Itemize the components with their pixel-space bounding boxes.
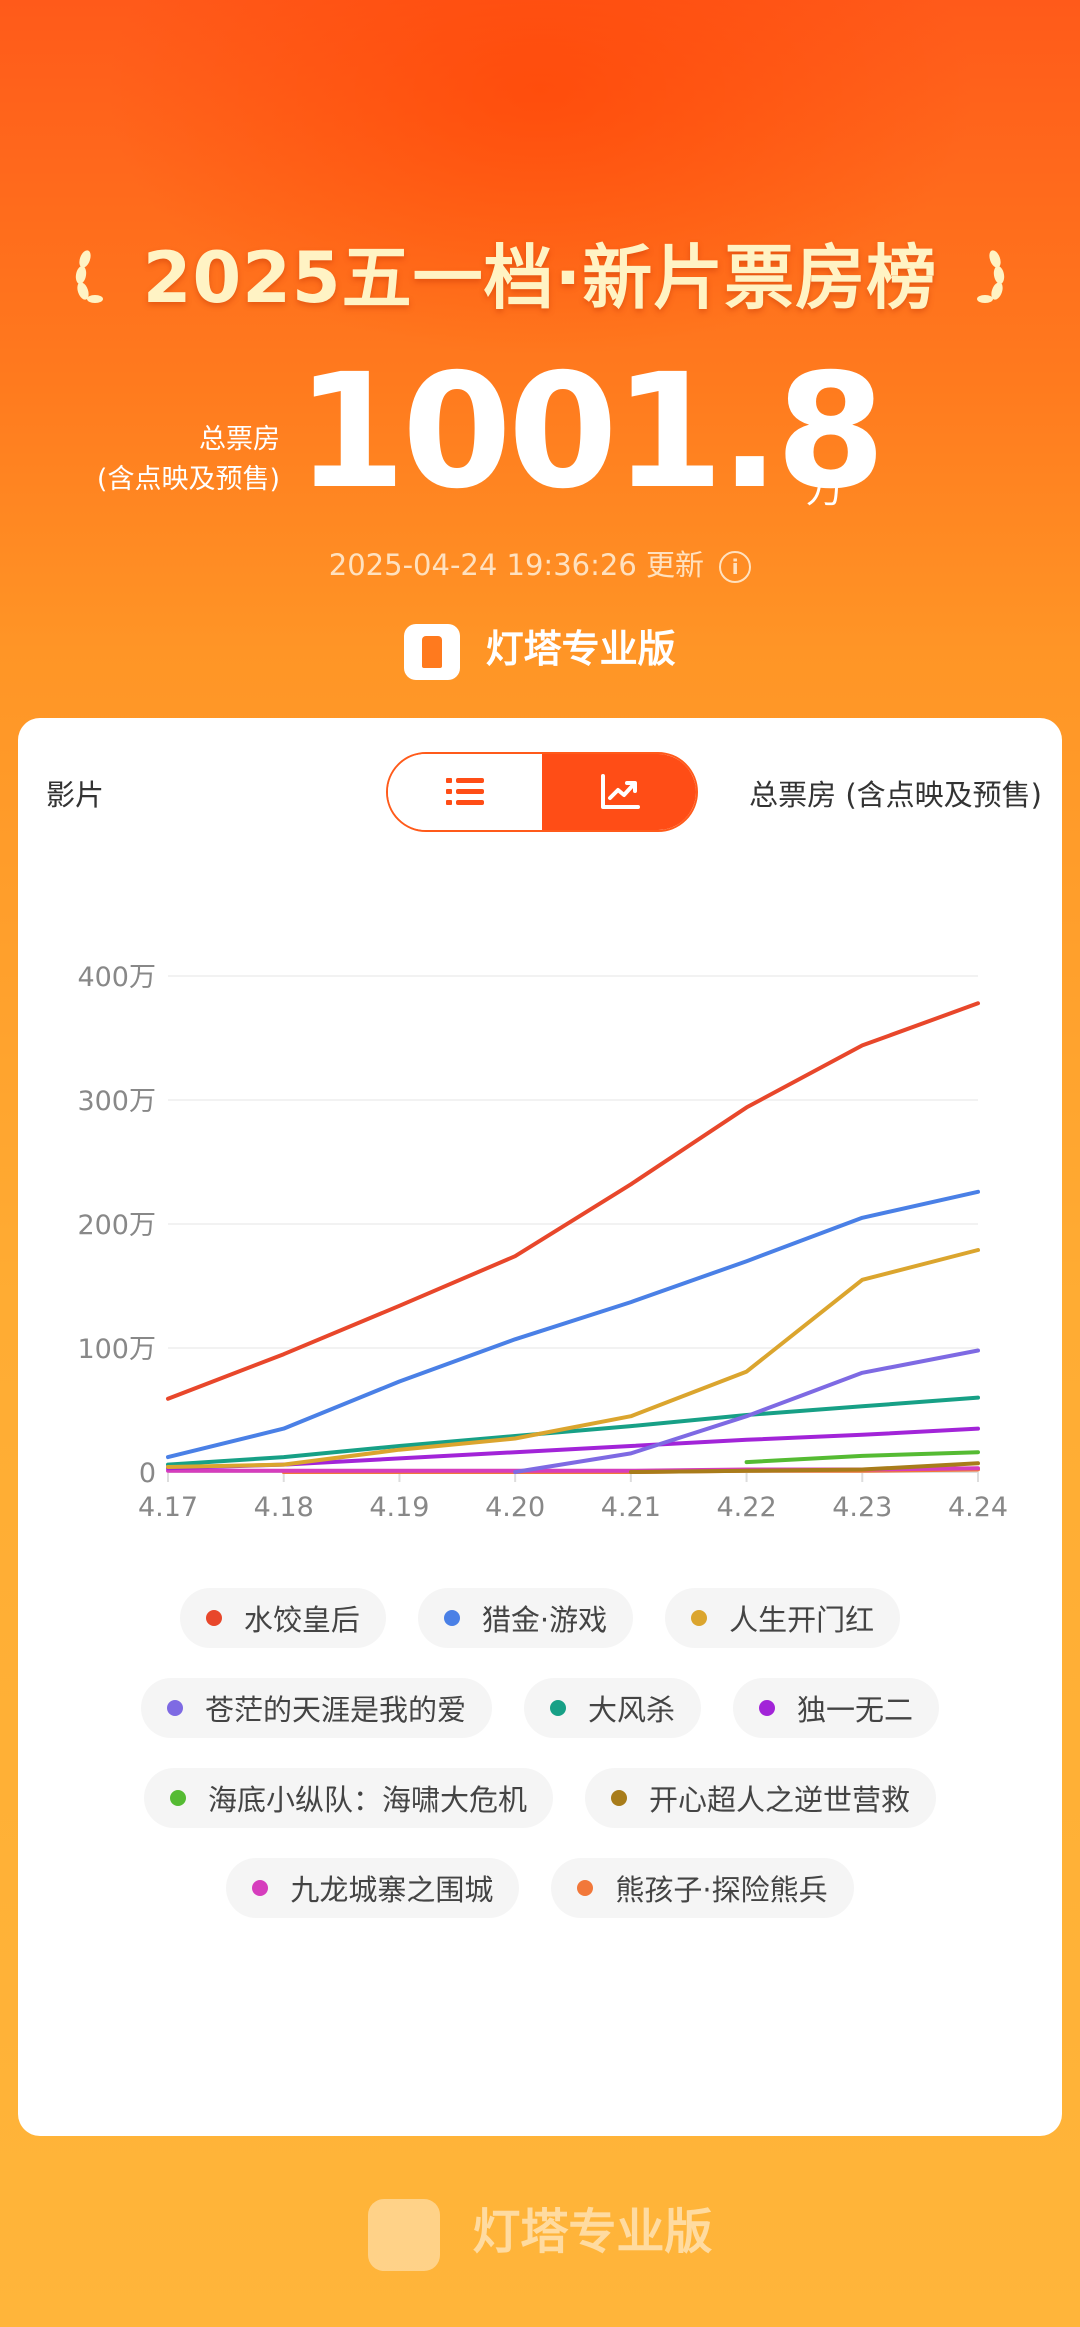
brand-row: 灯塔专业版 <box>0 618 1080 680</box>
update-time-row: 2025-04-24 19:36:26 更新 i <box>0 542 1080 584</box>
x-tick-label: 4.17 <box>138 1492 198 1523</box>
legend-item[interactable]: 猎金·游戏 <box>417 1588 634 1648</box>
series-line <box>166 1248 980 1469</box>
x-tick-label: 4.22 <box>717 1492 777 1523</box>
legend-label: 苍茫的天涯是我的爱 <box>204 1693 466 1727</box>
total-unit: 万 <box>806 467 845 511</box>
legend-item[interactable]: 大风杀 <box>523 1678 701 1738</box>
film-column-label: 影片 <box>46 778 105 812</box>
series-line <box>513 1348 980 1474</box>
total-label: 总票房 (含点映及预售) <box>70 420 280 500</box>
x-tick-label: 4.24 <box>948 1492 1008 1523</box>
legend-dot-icon <box>205 1610 222 1626</box>
y-tick-label: 300万 <box>77 1086 156 1117</box>
laurel-right-icon <box>976 242 1009 324</box>
total-label-line2: (含点映及预售) <box>96 464 280 495</box>
legend-label: 独一无二 <box>797 1693 914 1727</box>
info-icon[interactable]: i <box>719 551 752 583</box>
series-line <box>628 1461 980 1474</box>
legend-row: 水饺皇后 猎金·游戏 人生开门红 <box>18 1588 1062 1648</box>
list-view-button[interactable] <box>388 754 544 830</box>
x-tick-label: 4.20 <box>485 1492 545 1523</box>
legend-row: 九龙城寨之围城 熊孩子·探险熊兵 <box>18 1858 1062 1918</box>
footer-watermark: 灯塔专业版 <box>0 2192 1080 2271</box>
legend-item[interactable]: 独一无二 <box>733 1678 940 1738</box>
brand-logo-icon <box>404 623 461 680</box>
y-tick-label: 100万 <box>77 1334 156 1365</box>
page-title: 2025五一档·新片票房榜 <box>142 237 938 319</box>
legend-dot-icon <box>252 1880 269 1896</box>
legend-label: 大风杀 <box>587 1693 675 1727</box>
legend-item[interactable]: 人生开门红 <box>665 1588 901 1648</box>
y-tick-label: 400万 <box>77 962 156 993</box>
hero-background <box>0 0 1080 720</box>
footer-brand-name: 灯塔专业版 <box>472 2204 713 2260</box>
legend-item[interactable]: 苍茫的天涯是我的爱 <box>140 1678 492 1738</box>
line-chart-icon <box>601 774 640 809</box>
legend-item[interactable]: 水饺皇后 <box>179 1588 386 1648</box>
legend-row: 苍茫的天涯是我的爱 大风杀 独一无二 <box>18 1678 1062 1738</box>
legend-dot-icon <box>549 1700 566 1716</box>
x-tick-label: 4.19 <box>369 1492 429 1523</box>
footer-logo-icon <box>367 2199 440 2271</box>
legend-dot-icon <box>166 1700 183 1716</box>
legend-item[interactable]: 熊孩子·探险熊兵 <box>551 1858 854 1918</box>
chart-legend: 水饺皇后 猎金·游戏 人生开门红苍茫的天涯是我的爱 大风杀 独一无二海底小纵队：海啸大危… <box>18 1588 1062 1948</box>
legend-label: 开心超人之逆世营救 <box>649 1783 911 1817</box>
legend-dot-icon <box>759 1700 775 1716</box>
x-tick-label: 4.21 <box>601 1492 661 1523</box>
x-tick-label: 4.18 <box>254 1492 314 1523</box>
legend-label: 人生开门红 <box>729 1603 875 1637</box>
box-office-card: 影片 总票房 (含点映及预售) 0 100万 200万 300万 400万 4.17 4.1… <box>18 718 1062 2136</box>
series-line <box>166 1001 980 1401</box>
y-tick-label: 0 <box>139 1458 156 1489</box>
legend-label: 海底小纵队：海啸大危机 <box>207 1783 527 1817</box>
legend-label: 九龙城寨之围城 <box>290 1873 494 1907</box>
laurel-left-icon <box>71 242 104 324</box>
total-box-office-value: 1001.8 <box>296 340 886 524</box>
legend-dot-icon <box>443 1610 460 1626</box>
x-tick-label: 4.23 <box>832 1492 892 1523</box>
legend-label: 熊孩子·探险熊兵 <box>615 1873 828 1907</box>
legend-item[interactable]: 九龙城寨之围城 <box>226 1858 520 1918</box>
series-line <box>744 1450 980 1465</box>
legend-dot-icon <box>169 1790 186 1806</box>
legend-label: 水饺皇后 <box>243 1603 360 1637</box>
brand-name: 灯塔专业版 <box>485 627 676 671</box>
total-label-line1: 总票房 <box>199 424 280 455</box>
legend-row: 海底小纵队：海啸大危机 开心超人之逆世营救 <box>18 1768 1062 1828</box>
view-toggle <box>386 752 698 832</box>
legend-item[interactable]: 开心超人之逆世营救 <box>585 1768 937 1828</box>
series-line <box>166 1395 980 1467</box>
update-time: 2025-04-24 19:36:26 更新 <box>328 548 704 582</box>
page-title-row: 2025五一档·新片票房榜 <box>0 222 1080 324</box>
legend-dot-icon <box>577 1880 594 1896</box>
box-office-line-chart: 0 100万 200万 300万 400万 4.17 4.18 4.19 4.20 4.21 4.2… <box>77 962 1008 1523</box>
legend-label: 猎金·游戏 <box>481 1603 608 1637</box>
series-line <box>166 1189 980 1460</box>
total-box-office-column-label: 总票房 (含点映及预售) <box>749 778 1042 812</box>
chart-view-button[interactable] <box>542 754 696 830</box>
legend-item[interactable]: 海底小纵队：海啸大危机 <box>143 1768 553 1828</box>
legend-dot-icon <box>691 1610 708 1626</box>
legend-dot-icon <box>611 1790 627 1806</box>
list-icon <box>446 778 484 805</box>
y-tick-label: 200万 <box>77 1210 156 1241</box>
